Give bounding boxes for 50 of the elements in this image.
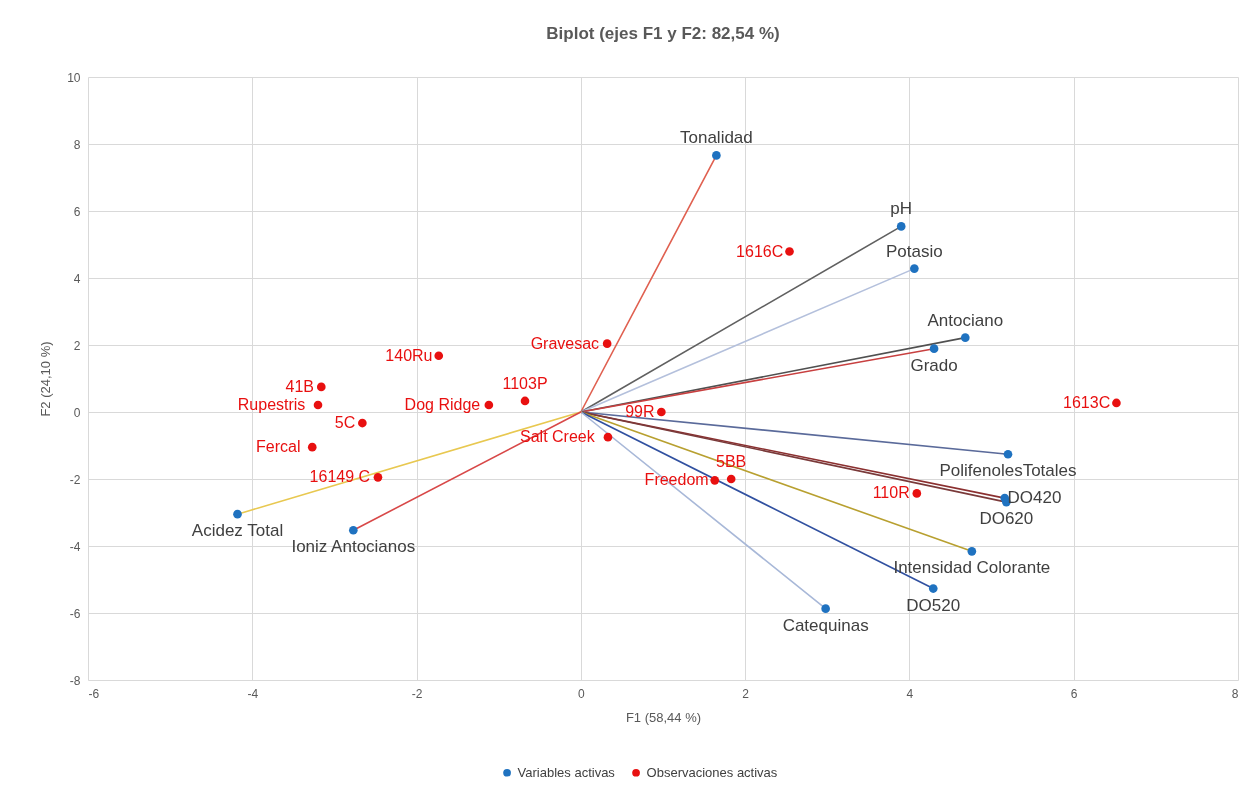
y-tick-label: -6 [69, 606, 81, 621]
annotation: 1616C [736, 242, 784, 260]
annotation: DO520 [906, 595, 961, 615]
annotation: PolifenolesTotales [939, 461, 1077, 481]
annotation: 5C [334, 414, 356, 432]
annotation: Freedom [644, 471, 709, 489]
annotation: Grado [910, 355, 958, 375]
annotation: Potasio [886, 241, 943, 261]
x-tick-label: 8 [1231, 686, 1239, 701]
x-tick-label: -4 [247, 686, 259, 701]
annotation: DO620 [979, 509, 1034, 529]
legend-label: Variables activas [517, 764, 616, 780]
x-tick-label: 6 [1070, 686, 1078, 701]
annotation: Rupestris [237, 395, 306, 413]
annotation: Dog Ridge [404, 395, 481, 413]
x-tick-label: 2 [742, 686, 750, 701]
annotation: 41B [285, 377, 315, 395]
annotation: Antociano [927, 310, 1004, 330]
annotation: Catequinas [782, 615, 869, 635]
annotation: Acidez Total [191, 521, 284, 541]
x-tick-label: 4 [906, 686, 914, 701]
x-tick-label: -2 [411, 686, 423, 701]
y-tick-label: 2 [73, 338, 81, 353]
y-tick-label: 8 [73, 137, 81, 152]
annotation: 1103P [502, 374, 548, 392]
annotation: Gravesac [530, 334, 600, 352]
annotation: 1613C [1063, 393, 1111, 411]
annotation: 140Ru [385, 346, 433, 364]
annotation: Fercal [256, 438, 301, 456]
annotation: 110R [872, 484, 910, 502]
y-tick-label: 10 [67, 70, 81, 85]
y-tick-label: -8 [69, 673, 81, 688]
legend-label: Observaciones activas [646, 764, 778, 780]
x-axis-title: F1 (58,44 %) [625, 709, 702, 725]
annotation: 99R [625, 403, 655, 420]
y-tick-label: 4 [73, 271, 81, 286]
y-tick-label: -2 [69, 472, 81, 487]
annotation: Tonalidad [680, 128, 753, 148]
annotation: Ioniz Antocianos [291, 537, 416, 557]
x-tick-label: 0 [578, 686, 586, 701]
y-tick-label: 0 [73, 405, 81, 420]
chart-title: Biplot (ejes F1 y F2: 82,54 %) [546, 24, 780, 43]
annotation: pH [890, 199, 913, 219]
annotation: DO420 [1007, 488, 1062, 508]
annotation: 5BB [716, 453, 747, 470]
y-tick-label: -4 [69, 539, 81, 554]
annotation: Intensidad Colorante [893, 558, 1051, 578]
y-tick-label: 6 [73, 204, 81, 219]
y-axis-title: F2 (24,10 %) [38, 341, 54, 417]
x-tick-label: -6 [88, 686, 100, 701]
